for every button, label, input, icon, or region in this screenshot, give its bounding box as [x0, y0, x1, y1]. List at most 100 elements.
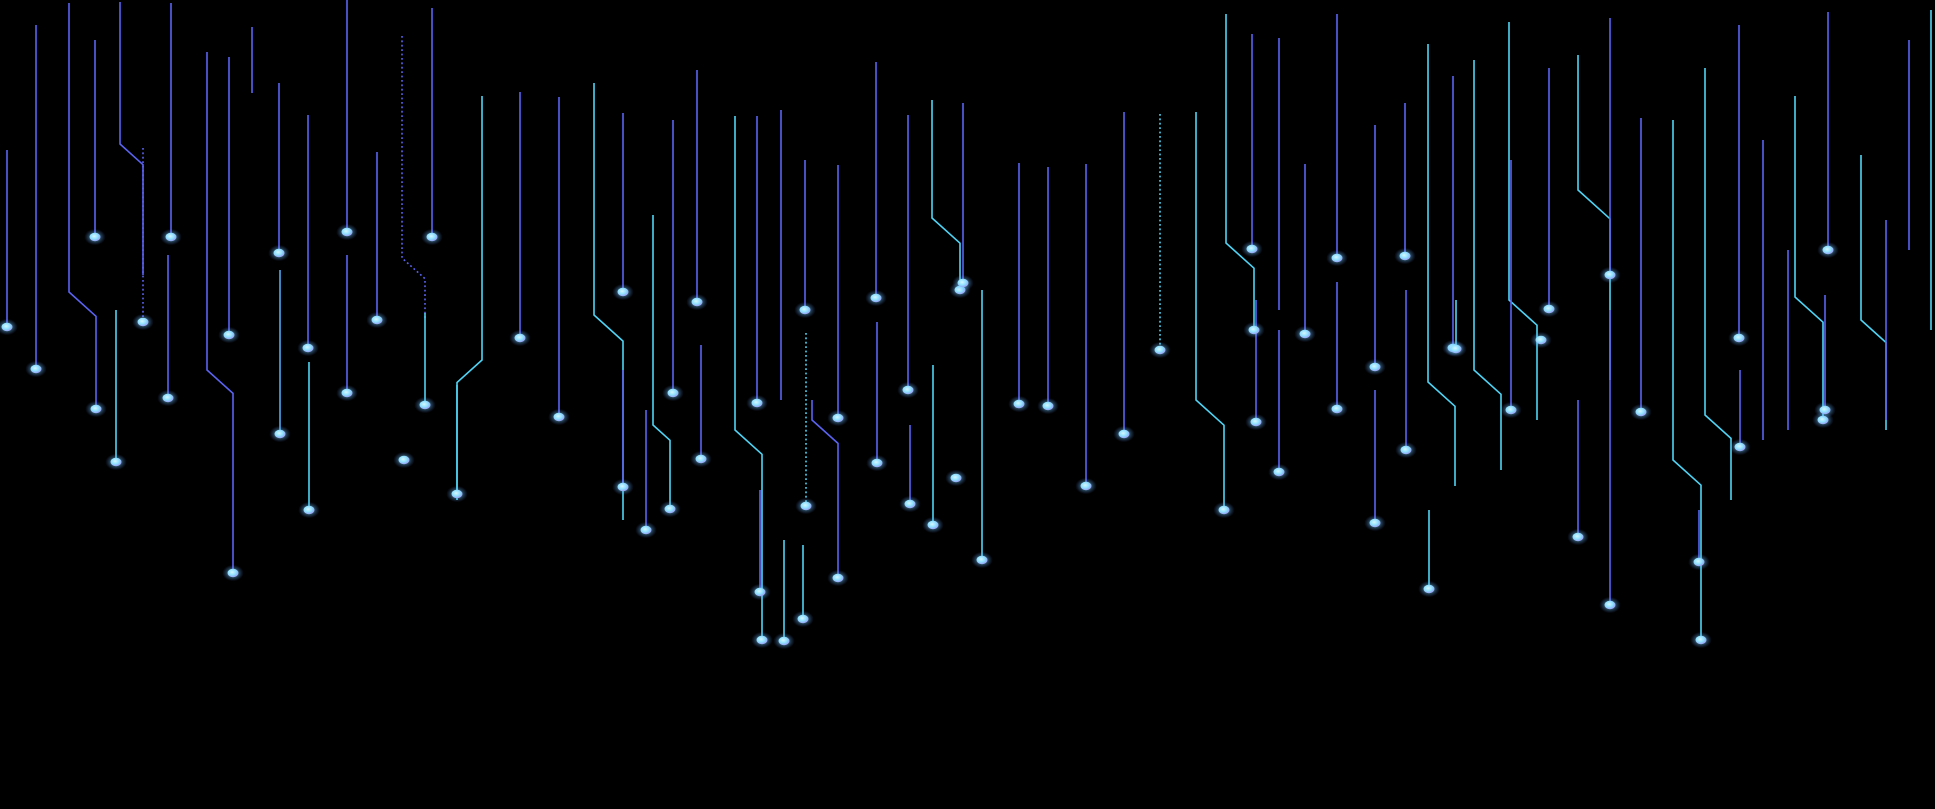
terminal-node: [778, 636, 790, 646]
terminal-node: [1273, 467, 1285, 477]
terminal-node: [1543, 304, 1555, 314]
terminal-node: [904, 499, 916, 509]
terminal-node: [1423, 584, 1435, 594]
terminal-node: [371, 315, 383, 325]
signal-trace: [1577, 55, 1611, 380]
terminal-node: [451, 489, 463, 499]
terminal-node: [1331, 404, 1343, 414]
terminal-node: [667, 388, 679, 398]
terminal-node: [1450, 344, 1462, 354]
terminal-node: [1013, 399, 1025, 409]
terminal-node: [1822, 245, 1834, 255]
terminal-node: [902, 385, 914, 395]
terminal-node: [165, 232, 177, 242]
signal-trace: [68, 3, 97, 409]
terminal-node: [1733, 333, 1745, 343]
terminal-node: [89, 232, 101, 242]
signal-trace: [652, 215, 671, 509]
terminal-node: [1505, 405, 1517, 415]
terminal-node: [1535, 335, 1547, 345]
signal-trace: [734, 116, 763, 640]
dotted-trace: [401, 36, 426, 318]
terminal-node: [398, 455, 410, 465]
terminal-node: [756, 635, 768, 645]
signal-trace: [931, 100, 961, 290]
terminal-node: [751, 398, 763, 408]
terminal-node: [1248, 325, 1260, 335]
terminal-node: [514, 333, 526, 343]
terminal-node: [695, 454, 707, 464]
terminal-node: [870, 293, 882, 303]
terminal-node: [797, 614, 809, 624]
terminal-node: [1695, 635, 1707, 645]
terminal-node: [341, 388, 353, 398]
terminal-node: [1250, 417, 1262, 427]
terminal-node: [664, 504, 676, 514]
signal-trace: [1794, 96, 1824, 420]
terminal-node: [617, 482, 629, 492]
terminal-node: [1331, 253, 1343, 263]
terminal-node: [1299, 329, 1311, 339]
terminal-node: [691, 297, 703, 307]
terminal-node: [273, 248, 285, 258]
terminal-node: [110, 457, 122, 467]
terminal-node: [950, 473, 962, 483]
terminal-node: [1080, 481, 1092, 491]
terminal-node: [976, 555, 988, 565]
terminal-node: [1400, 445, 1412, 455]
terminal-node: [30, 364, 42, 374]
terminal-node: [1819, 405, 1831, 415]
signal-trace: [1225, 14, 1255, 330]
signal-trace: [1427, 44, 1456, 486]
terminal-node: [1118, 429, 1130, 439]
terminal-node: [1604, 600, 1616, 610]
terminal-node: [303, 505, 315, 515]
terminal-node: [617, 287, 629, 297]
terminal-node: [1369, 362, 1381, 372]
terminal-node: [957, 278, 969, 288]
terminal-node: [799, 305, 811, 315]
terminal-node: [1693, 557, 1705, 567]
signal-trace: [206, 52, 234, 573]
signal-trace: [456, 96, 483, 500]
terminal-node: [419, 400, 431, 410]
terminal-node: [1, 322, 13, 332]
signal-trace-group: [6, 0, 1932, 641]
terminal-node: [754, 587, 766, 597]
signal-trace: [1860, 155, 1887, 430]
terminal-node: [90, 404, 102, 414]
terminal-node: [341, 227, 353, 237]
terminal-node: [640, 525, 652, 535]
terminal-node: [302, 343, 314, 353]
terminal-node: [1154, 345, 1166, 355]
terminal-node: [223, 330, 235, 340]
signal-trace: [119, 2, 144, 275]
terminal-node: [832, 413, 844, 423]
signal-trace: [1473, 60, 1502, 470]
terminal-node: [162, 393, 174, 403]
terminal-node: [274, 429, 286, 439]
terminal-node: [927, 520, 939, 530]
terminal-node: [426, 232, 438, 242]
signal-trace: [811, 400, 839, 578]
terminal-node: [1369, 518, 1381, 528]
terminal-node-group: [0, 223, 1839, 650]
terminal-node: [553, 412, 565, 422]
terminal-node: [227, 568, 239, 578]
signal-trace: [1704, 68, 1732, 500]
terminal-node: [1042, 401, 1054, 411]
signal-trace: [1195, 112, 1225, 510]
terminal-node: [1218, 505, 1230, 515]
terminal-node: [832, 573, 844, 583]
terminal-node: [137, 317, 149, 327]
terminal-node: [1572, 532, 1584, 542]
signal-trace: [1508, 22, 1538, 420]
terminal-node: [800, 501, 812, 511]
terminal-node: [1635, 407, 1647, 417]
terminal-node: [1734, 442, 1746, 452]
terminal-node: [1399, 251, 1411, 261]
terminal-node: [1246, 244, 1258, 254]
signal-trace: [593, 83, 624, 520]
